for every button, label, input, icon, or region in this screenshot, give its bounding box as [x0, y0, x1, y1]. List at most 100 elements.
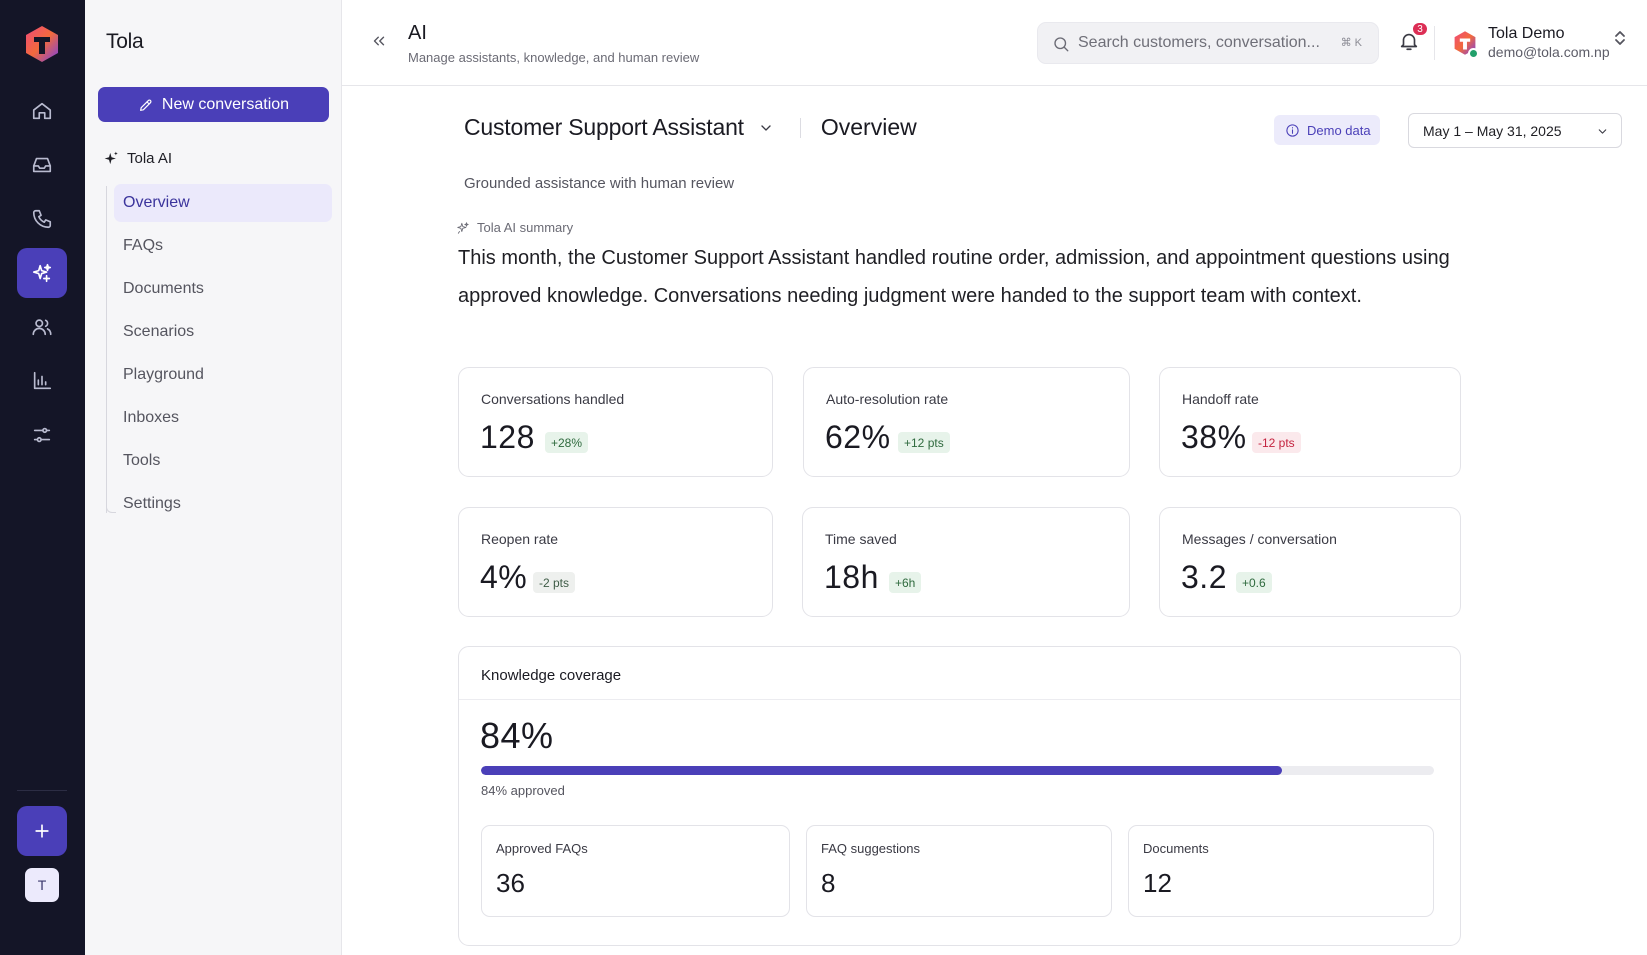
- metric-label: Reopen rate: [481, 531, 559, 547]
- page-title: AI: [408, 22, 427, 44]
- sidebar-item-inboxes[interactable]: Inboxes: [123, 409, 180, 426]
- demo-data-badge: Demo data: [1274, 115, 1380, 145]
- bell-icon: [1400, 33, 1418, 51]
- chevron-down-icon: [1598, 129, 1607, 134]
- sidebar-item-playground[interactable]: Playground: [123, 366, 204, 383]
- title-divider: [799, 117, 801, 138]
- stat-value: 36: [496, 868, 525, 898]
- knowledge-coverage-title: Knowledge coverage: [481, 667, 622, 684]
- sidebar-item-scenarios[interactable]: Scenarios: [123, 323, 195, 340]
- rail-divider: [17, 790, 67, 791]
- plus-icon: [35, 824, 49, 838]
- search-shortcut: ⌘ K: [1340, 37, 1362, 49]
- rail-calls-button[interactable]: [17, 194, 67, 244]
- metric-delta: -12 pts: [1252, 432, 1301, 453]
- sidebar-section-label: Tola AI: [127, 150, 173, 167]
- ai-sparkle-icon: [32, 263, 52, 283]
- date-range-select[interactable]: May 1 – May 31, 2025: [1408, 113, 1622, 148]
- metric-card-messages: Messages / conversation 3.2 +0.6: [1159, 507, 1461, 617]
- knowledge-progress-bar: [481, 766, 1434, 775]
- knowledge-coverage-card: Knowledge coverage 84% 84% approved Appr…: [458, 646, 1461, 946]
- search-icon: [1054, 37, 1069, 52]
- users-icon: [32, 319, 52, 336]
- pencil-icon: [139, 99, 152, 111]
- nav-tree-end: [106, 493, 116, 513]
- metric-label: Messages / conversation: [1182, 531, 1337, 547]
- new-conversation-label: New conversation: [161, 95, 290, 113]
- top-header: AI Manage assistants, knowledge, and hum…: [342, 0, 1647, 86]
- user-menu[interactable]: Tola Demo demo@tola.com.np: [1452, 22, 1632, 66]
- nav-tree-line: [106, 186, 108, 513]
- rail-settings-button[interactable]: [17, 410, 67, 460]
- metric-delta: -2 pts: [533, 572, 576, 593]
- search-input[interactable]: [1078, 23, 1328, 63]
- secondary-sidebar: Tola New conversation Tola AI Overview F…: [85, 0, 342, 955]
- metric-label: Handoff rate: [1182, 391, 1259, 407]
- stat-value: 12: [1143, 868, 1172, 898]
- info-icon: [1286, 123, 1299, 137]
- global-search[interactable]: ⌘ K: [1037, 22, 1379, 64]
- rail-avatar[interactable]: T: [25, 868, 59, 902]
- stat-documents: Documents 12: [1128, 825, 1434, 917]
- stat-label: Documents: [1143, 841, 1209, 856]
- metric-card-time-saved: Time saved 18h +6h: [802, 507, 1130, 617]
- knowledge-coverage-caption: 84% approved: [481, 783, 565, 798]
- rail-ai-button[interactable]: [17, 248, 67, 298]
- rail-reports-button[interactable]: [17, 356, 67, 406]
- metric-delta: +12 pts: [898, 432, 950, 453]
- rail-contacts-button[interactable]: [17, 302, 67, 352]
- stat-value: 8: [821, 868, 836, 898]
- sidebar-item-overview[interactable]: Overview: [114, 184, 332, 222]
- chevron-up-down-icon: [1613, 29, 1627, 49]
- notifications-button[interactable]: 3: [1398, 21, 1429, 56]
- header-divider: [1434, 26, 1435, 60]
- brand-name: Tola: [106, 30, 144, 53]
- tola-logo-icon[interactable]: [22, 24, 62, 64]
- sparkle-icon: [104, 151, 118, 165]
- metric-delta: +28%: [545, 432, 589, 453]
- stat-label: FAQ suggestions: [821, 841, 920, 856]
- ai-summary-label: Tola AI summary: [456, 220, 573, 235]
- online-status-dot: [1468, 48, 1479, 59]
- metric-delta: +6h: [889, 572, 922, 593]
- assistant-tagline: Grounded assistance with human review: [464, 175, 735, 192]
- rail-home-button[interactable]: [17, 86, 67, 136]
- rail-inbox-button[interactable]: [17, 140, 67, 190]
- metric-value: 38%: [1181, 419, 1247, 455]
- main-content: Customer Support Assistant Overview Demo…: [342, 86, 1647, 955]
- demo-data-label: Demo data: [1307, 122, 1371, 138]
- page-subtitle: Manage assistants, knowledge, and human …: [408, 50, 700, 65]
- sidebar-item-tools[interactable]: Tools: [123, 452, 161, 469]
- ai-summary-text: This month, the Customer Support Assista…: [458, 247, 1450, 307]
- stat-faq-suggestions: FAQ suggestions 8: [806, 825, 1112, 917]
- collapse-sidebar-button[interactable]: [370, 32, 390, 52]
- metric-value: 3.2: [1181, 559, 1227, 595]
- bar-chart-icon: [33, 371, 52, 390]
- user-name: Tola Demo: [1488, 25, 1565, 42]
- metric-label: Conversations handled: [481, 391, 625, 407]
- metric-label: Auto-resolution rate: [826, 391, 949, 407]
- card-divider: [459, 699, 1460, 700]
- sidebar-item-settings[interactable]: Settings: [123, 495, 181, 512]
- metric-delta: +0.6: [1236, 572, 1272, 593]
- inbox-icon: [32, 157, 52, 173]
- new-conversation-button[interactable]: New conversation: [98, 87, 329, 122]
- metric-card-auto-resolution: Auto-resolution rate 62% +12 pts: [803, 367, 1130, 477]
- sidebar-item-faqs[interactable]: FAQs: [123, 237, 164, 254]
- metric-card-reopen: Reopen rate 4% -2 pts: [458, 507, 773, 617]
- icon-rail: T: [0, 0, 85, 955]
- stat-approved-faqs: Approved FAQs 36: [481, 825, 790, 917]
- rail-create-button[interactable]: [17, 806, 67, 856]
- home-icon: [32, 102, 52, 120]
- notification-badge: 3: [1411, 21, 1429, 37]
- assistant-selector[interactable]: Customer Support Assistant Overview: [464, 114, 917, 141]
- user-email: demo@tola.com.np: [1488, 44, 1610, 60]
- metric-card-handoff: Handoff rate 38% -12 pts: [1159, 367, 1461, 477]
- view-title: Overview: [820, 114, 917, 140]
- sidebar-item-documents[interactable]: Documents: [123, 280, 204, 297]
- metric-value: 18h: [824, 559, 879, 595]
- knowledge-progress-fill: [481, 766, 1282, 775]
- sliders-icon: [33, 427, 51, 443]
- sidebar-section-tola-ai[interactable]: Tola AI: [104, 150, 172, 167]
- chevrons-left-icon: [373, 36, 385, 46]
